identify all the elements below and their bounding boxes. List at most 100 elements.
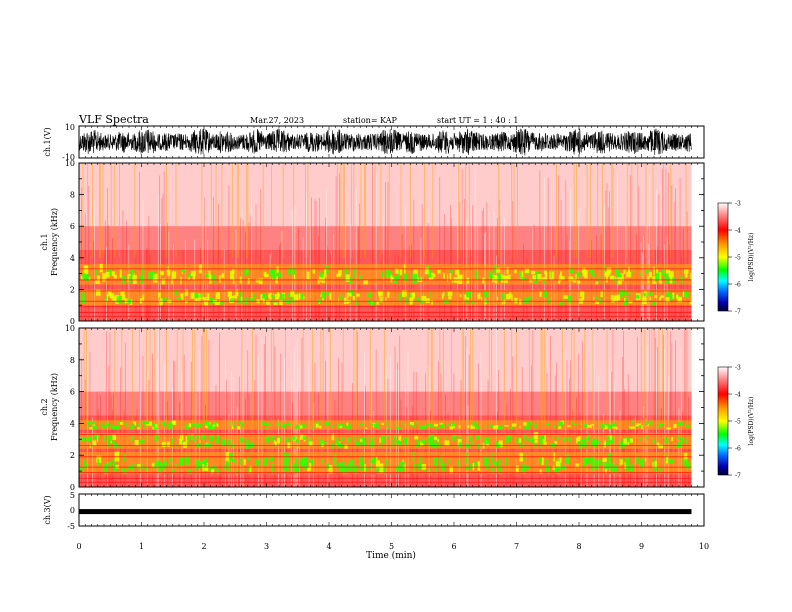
ch1-spectrogram-band-patch (107, 291, 112, 297)
ch2-spectrogram-band-patch (533, 441, 535, 447)
ch2-spectrogram-band-patch (350, 459, 354, 466)
ch2-spectrogram-band-patch (342, 425, 346, 428)
ch2-spectrogram-band-patch (654, 461, 657, 469)
ch2-spectrogram-band-patch (89, 436, 92, 442)
ch1-spectrogram-band-patch (345, 274, 350, 282)
ch2-spectrogram-band-patch (344, 444, 348, 449)
ch2-spectrogram-column (247, 350, 249, 487)
ch2-spectrogram-band-patch (646, 433, 648, 441)
ch1-spectrogram-band-patch (624, 297, 628, 304)
ch2-spectrogram-band-patch (365, 427, 368, 430)
ch2-spectrogram-band-patch (615, 426, 618, 430)
ch1-spectrogram-column (558, 175, 560, 321)
ch1-spectrogram-band-patch (187, 274, 190, 279)
ch1-spectrogram-column (642, 252, 643, 321)
ch1-spectrogram-band-patch (616, 294, 621, 301)
ch2-spectrogram-band-patch (346, 422, 349, 426)
ch2-spectrogram-column (425, 373, 426, 487)
ch1-spectrogram-band-patch (390, 274, 393, 283)
ch2-spectrogram-band-patch (201, 434, 203, 440)
ch1-spectrogram-column (526, 257, 528, 321)
ch1-colorbar-tick-label: -4 (735, 228, 741, 235)
ch1-spectrogram-band-patch (664, 273, 669, 280)
ch1-spectrogram-burst (556, 163, 557, 258)
ch2-spectrogram-band-patch (484, 424, 487, 429)
ch2-spectrogram-band-patch (664, 454, 667, 462)
ch2-spectrogram-band-patch (233, 459, 236, 465)
ch2-spectrogram-band-patch (318, 434, 321, 441)
ch2-spectrogram-band-patch (346, 425, 350, 428)
ch1-spectrogram-band-patch (604, 271, 610, 277)
ch1-spectrogram-band-patch (120, 291, 125, 296)
ch2-spectrogram-band-patch (210, 469, 215, 474)
ch1-spectrogram-band-patch (296, 290, 299, 297)
ch1-spectrogram-burst (424, 163, 425, 258)
ch2-spectrogram-column (497, 411, 498, 487)
ch2-spectrogram-band-patch (435, 463, 437, 473)
ch2-spectrogram-band-patch (498, 459, 501, 470)
ch2-spectrogram-band-patch (308, 439, 312, 442)
ch1-spectrogram-band-patch (232, 278, 235, 285)
ch2-spectrogram-burst (571, 328, 573, 424)
ch1-spectrogram-band-patch (496, 267, 501, 273)
ch1-spectrogram-band-patch (264, 273, 269, 278)
ch2-spectrogram-band-patch (538, 435, 543, 443)
ch2-spectrogram-band-patch (472, 422, 477, 427)
ch2-spectrogram-band-patch (257, 458, 260, 467)
ch2-spectrogram-band-patch (128, 465, 133, 471)
ch2-spectrogram-band-patch (322, 422, 325, 426)
ch1-spectrogram-band-patch (141, 267, 144, 276)
ch2-spectrogram-band-patch (379, 463, 384, 473)
ch2-spectrogram-band-patch (308, 441, 313, 446)
ch2-spectrogram-column (593, 334, 595, 487)
ch1-spectrogram-column (381, 253, 383, 321)
ch1-spectrogram-band-patch (649, 296, 652, 301)
ch3-volt-ylabel: ch.3(V) (43, 495, 52, 524)
ch1-colorbar-tick-label: -3 (735, 201, 741, 208)
ch2-freq-tick-label: 6 (70, 388, 75, 397)
ch2-colorbar-tick-label: -3 (735, 365, 741, 372)
ch2-spectrogram-burst (241, 328, 243, 424)
ch2-spectrogram-band-patch (416, 444, 419, 448)
ch2-spectrogram-band-patch (376, 467, 380, 473)
ch1-spectrogram-column (315, 201, 317, 321)
ch2-spectrogram-band-patch (393, 434, 396, 440)
ch2-spectrogram-band-patch (457, 460, 460, 469)
ch1-spectrogram-band-patch (595, 301, 600, 305)
time-tick-label: 0 (76, 542, 81, 551)
ch2-spectrogram-band-patch (606, 425, 612, 429)
ch2-spectrogram-burst (592, 328, 594, 424)
ch1-colorbar-ramp (717, 202, 729, 312)
ch1-spectrogram-column (671, 185, 673, 321)
ch1-spectrogram-band-patch (558, 279, 561, 284)
ch2-spectrogram-band-patch (334, 463, 337, 469)
ch1-spectrogram-band-patch (367, 292, 372, 298)
ch2-spectrogram-column (653, 329, 655, 487)
ch2-spectrogram-column (255, 334, 257, 487)
ch1-spectrogram-band-patch (524, 297, 529, 304)
ch1-spectrogram-column (656, 189, 657, 321)
ch1-spectrogram-column (161, 197, 163, 321)
ch2-spectrogram-column (399, 335, 401, 487)
ch2-spectrogram-band-patch (398, 435, 402, 441)
ch1-spectrogram-column (680, 256, 682, 321)
ch2-spectrogram-column (364, 352, 365, 487)
ch1-spectrogram-column (394, 254, 396, 321)
ch2-spectrogram-band-patch (449, 466, 453, 474)
ch1-spectrogram-band-patch (85, 274, 90, 282)
ch1-spectrogram-band-patch (325, 265, 329, 274)
ch2-spectrogram-burst (644, 328, 646, 424)
ch1-spectrogram-band-patch (192, 292, 198, 298)
ch2-colorbar-tick-label: -7 (735, 473, 741, 480)
ch1-spectrogram-burst (432, 163, 434, 258)
ch1-spectrogram-band-patch (579, 291, 585, 297)
ch2-spectrogram-band-patch (347, 437, 351, 443)
ch1-spectrogram-band-patch (312, 268, 316, 274)
ch1-spectrogram-column (88, 185, 90, 321)
ch1-spectrogram-band-patch (563, 295, 568, 299)
ch2-spectrogram-band-patch (167, 423, 173, 426)
ch2-spectrogram-band-patch (205, 457, 207, 466)
ch2-spectrogram-band-patch (686, 462, 691, 469)
ch1-spectrogram-band-patch (660, 295, 665, 298)
ch2-spectrogram-band-patch (123, 454, 126, 461)
